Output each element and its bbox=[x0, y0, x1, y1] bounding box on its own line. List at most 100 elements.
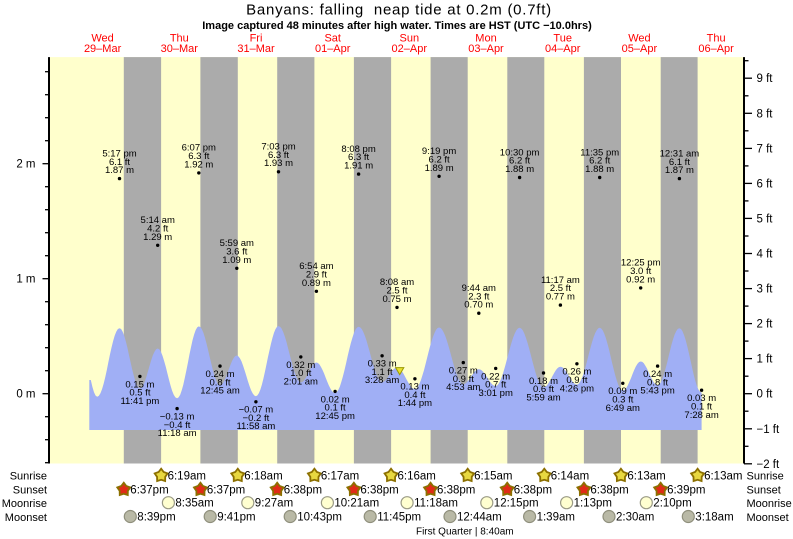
svg-text:03–Apr: 03–Apr bbox=[468, 43, 504, 55]
svg-text:6:37pm: 6:37pm bbox=[207, 485, 245, 497]
svg-text:2:10pm: 2:10pm bbox=[653, 498, 691, 510]
svg-text:2.5 ft: 2.5 ft bbox=[386, 286, 407, 297]
svg-text:6:49 am: 6:49 am bbox=[606, 403, 640, 414]
svg-text:11:18am: 11:18am bbox=[414, 498, 458, 510]
svg-text:3:18am: 3:18am bbox=[695, 512, 733, 524]
svg-text:0.18 m: 0.18 m bbox=[529, 376, 558, 387]
svg-text:2.5 ft: 2.5 ft bbox=[550, 283, 571, 294]
svg-text:−1 ft: −1 ft bbox=[757, 424, 781, 436]
svg-text:6:17am: 6:17am bbox=[321, 471, 359, 483]
svg-text:0.22 m: 0.22 m bbox=[481, 371, 510, 382]
svg-text:04–Apr: 04–Apr bbox=[545, 43, 581, 55]
svg-text:0.9 ft: 0.9 ft bbox=[453, 374, 474, 385]
svg-text:Mon: Mon bbox=[475, 33, 496, 45]
svg-text:Sunset: Sunset bbox=[13, 485, 47, 497]
svg-text:0.13 m: 0.13 m bbox=[400, 382, 429, 393]
svg-text:1.88 m: 1.88 m bbox=[585, 164, 614, 175]
svg-text:3 ft: 3 ft bbox=[757, 284, 774, 296]
svg-text:6:14am: 6:14am bbox=[551, 471, 589, 483]
svg-text:1.09 m: 1.09 m bbox=[222, 255, 251, 266]
svg-text:9:19 pm: 9:19 pm bbox=[422, 146, 456, 157]
svg-text:3:28 am: 3:28 am bbox=[365, 375, 399, 386]
svg-text:0.33 m: 0.33 m bbox=[368, 359, 397, 370]
svg-text:1:44 pm: 1:44 pm bbox=[398, 398, 432, 409]
svg-text:0.03 m: 0.03 m bbox=[687, 393, 716, 404]
svg-text:6:38pm: 6:38pm bbox=[284, 485, 322, 497]
svg-text:1.89 m: 1.89 m bbox=[425, 163, 454, 174]
svg-text:29–Mar: 29–Mar bbox=[84, 43, 122, 55]
svg-text:31–Mar: 31–Mar bbox=[237, 43, 275, 55]
svg-text:Thu: Thu bbox=[707, 33, 726, 45]
svg-text:Sat: Sat bbox=[324, 33, 341, 45]
svg-text:6:07 pm: 6:07 pm bbox=[182, 143, 216, 154]
svg-text:12:45 am: 12:45 am bbox=[200, 386, 240, 397]
svg-text:5 ft: 5 ft bbox=[757, 213, 774, 225]
svg-text:−0.07 m: −0.07 m bbox=[239, 405, 274, 416]
svg-text:12:31 am: 12:31 am bbox=[660, 148, 700, 159]
svg-text:0.4 ft: 0.4 ft bbox=[404, 390, 425, 401]
svg-text:Moonset: Moonset bbox=[747, 512, 789, 524]
svg-text:6:13am: 6:13am bbox=[627, 471, 665, 483]
svg-text:Sunrise: Sunrise bbox=[747, 470, 784, 482]
svg-text:5:14 am: 5:14 am bbox=[141, 215, 175, 226]
svg-text:0.75 m: 0.75 m bbox=[382, 294, 411, 305]
svg-text:0.3 ft: 0.3 ft bbox=[612, 395, 633, 406]
svg-text:6:54 am: 6:54 am bbox=[299, 261, 333, 272]
svg-text:10:43pm: 10:43pm bbox=[297, 512, 342, 524]
svg-text:8:39pm: 8:39pm bbox=[137, 512, 175, 524]
svg-text:7:28 am: 7:28 am bbox=[684, 410, 718, 421]
svg-text:9 ft: 9 ft bbox=[757, 73, 774, 85]
svg-text:Thu: Thu bbox=[170, 33, 189, 45]
svg-text:7:03 pm: 7:03 pm bbox=[261, 142, 295, 153]
svg-text:0.8 ft: 0.8 ft bbox=[647, 377, 668, 388]
svg-text:0.7 ft: 0.7 ft bbox=[485, 380, 506, 391]
svg-text:1.93 m: 1.93 m bbox=[264, 158, 293, 169]
svg-text:0.02 m: 0.02 m bbox=[321, 394, 350, 405]
svg-text:0.1 ft: 0.1 ft bbox=[325, 403, 346, 414]
svg-text:12:44am: 12:44am bbox=[457, 512, 502, 524]
svg-text:0.77 m: 0.77 m bbox=[546, 292, 575, 303]
svg-text:9:44 am: 9:44 am bbox=[462, 283, 496, 294]
svg-text:6:37pm: 6:37pm bbox=[130, 485, 168, 497]
svg-text:02–Apr: 02–Apr bbox=[392, 43, 428, 55]
svg-text:1.87 m: 1.87 m bbox=[105, 165, 134, 176]
svg-text:4:53 am: 4:53 am bbox=[446, 382, 480, 393]
svg-text:11:58 am: 11:58 am bbox=[236, 421, 275, 432]
svg-text:9:41pm: 9:41pm bbox=[217, 512, 255, 524]
svg-text:2 ft: 2 ft bbox=[757, 319, 774, 331]
svg-text:6:18am: 6:18am bbox=[244, 471, 282, 483]
svg-text:10:30 pm: 10:30 pm bbox=[500, 147, 540, 158]
svg-text:8:35am: 8:35am bbox=[175, 498, 213, 510]
svg-text:Wed: Wed bbox=[628, 33, 650, 45]
svg-text:0.09 m: 0.09 m bbox=[608, 386, 637, 397]
svg-text:First Quarter | 8:40am: First Quarter | 8:40am bbox=[416, 527, 514, 538]
svg-text:6:13am: 6:13am bbox=[704, 471, 742, 483]
svg-text:1.0 ft: 1.0 ft bbox=[290, 368, 311, 379]
svg-text:6:16am: 6:16am bbox=[398, 471, 436, 483]
svg-text:Fri: Fri bbox=[250, 33, 263, 45]
svg-text:0.92 m: 0.92 m bbox=[626, 274, 655, 285]
svg-text:4 ft: 4 ft bbox=[757, 249, 774, 261]
svg-text:6.2 ft: 6.2 ft bbox=[589, 156, 610, 167]
svg-text:2.3 ft: 2.3 ft bbox=[468, 291, 489, 302]
svg-text:12:25 pm: 12:25 pm bbox=[621, 258, 661, 269]
svg-text:1.29 m: 1.29 m bbox=[143, 232, 172, 243]
svg-text:1:13pm: 1:13pm bbox=[574, 498, 612, 510]
svg-text:−2 ft: −2 ft bbox=[757, 459, 781, 471]
svg-text:Banyans: falling neap tide at: Banyans: falling neap tide at 0.2m (0.7f… bbox=[246, 2, 552, 19]
svg-text:1.91 m: 1.91 m bbox=[344, 161, 373, 172]
svg-text:1.92 m: 1.92 m bbox=[184, 159, 213, 170]
svg-text:6:39pm: 6:39pm bbox=[667, 485, 705, 497]
svg-text:11:45pm: 11:45pm bbox=[377, 512, 421, 524]
svg-text:0.32 m: 0.32 m bbox=[286, 360, 315, 371]
svg-text:5:59 am: 5:59 am bbox=[526, 393, 560, 404]
svg-text:6:19am: 6:19am bbox=[168, 471, 206, 483]
svg-text:Moonset: Moonset bbox=[5, 512, 47, 524]
svg-text:10:21am: 10:21am bbox=[334, 498, 379, 510]
svg-text:1.1 ft: 1.1 ft bbox=[372, 367, 393, 378]
svg-text:11:41 pm: 11:41 pm bbox=[120, 396, 159, 407]
svg-text:1 m: 1 m bbox=[16, 274, 35, 286]
svg-text:5:43 pm: 5:43 pm bbox=[640, 386, 674, 397]
svg-text:6.1 ft: 6.1 ft bbox=[669, 157, 690, 168]
svg-text:0 m: 0 m bbox=[16, 389, 35, 401]
